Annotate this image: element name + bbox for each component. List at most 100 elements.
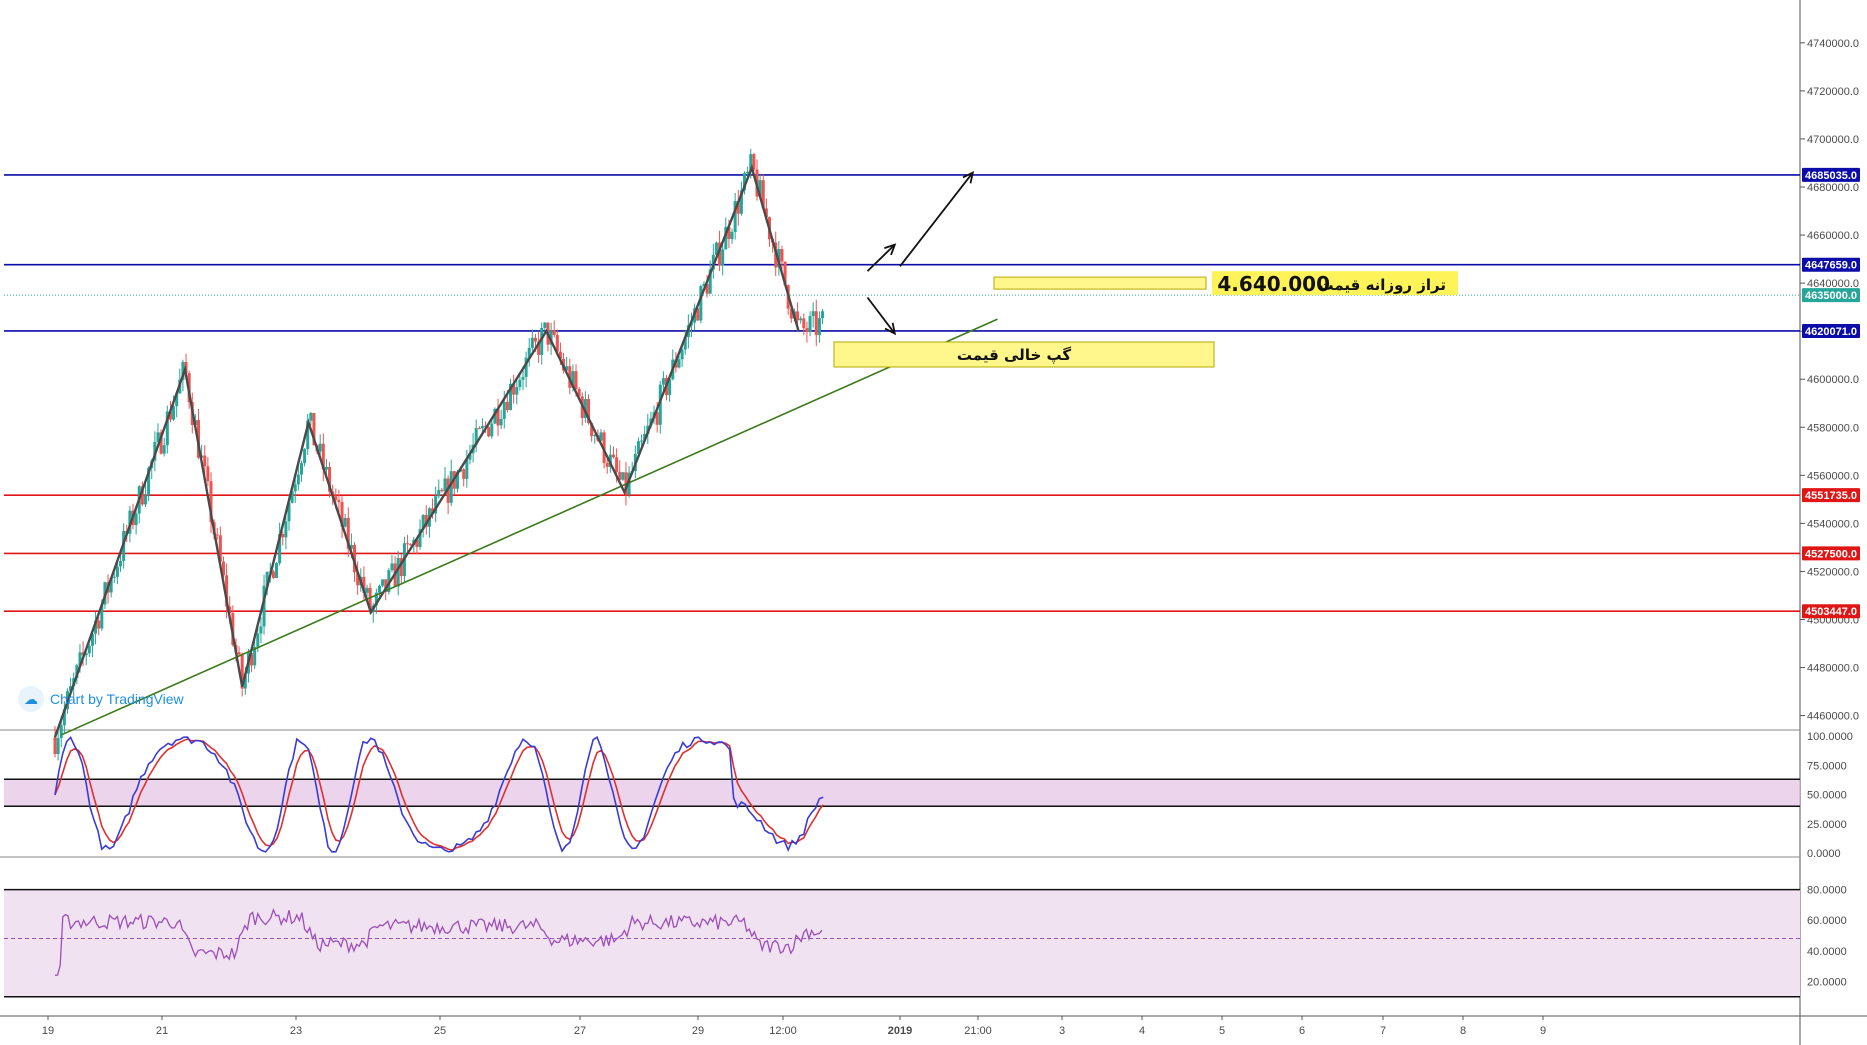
candle-body	[811, 311, 815, 317]
candle-body	[147, 468, 151, 496]
tradingview-cloud-icon: ☁	[18, 686, 44, 712]
candle-body	[805, 328, 809, 332]
candle-body	[75, 665, 79, 679]
candle-body	[761, 180, 765, 209]
candle-body	[225, 575, 229, 607]
projection-arrow[interactable]	[866, 296, 896, 335]
level-badge-label: 4551735.0	[1805, 490, 1857, 502]
stochastic-k-line	[54, 735, 824, 853]
candle-body	[440, 489, 444, 492]
candle-body	[90, 633, 94, 646]
candle-body	[265, 571, 269, 586]
candle-body	[97, 620, 101, 629]
candle-body	[480, 425, 484, 429]
candle-body	[296, 474, 300, 485]
level-badge	[1802, 546, 1860, 561]
candle-body	[668, 379, 672, 396]
candle-body	[250, 653, 254, 666]
time-tick-label: 27	[574, 1025, 586, 1037]
stochastic-band	[4, 779, 1800, 807]
projection-arrow[interactable]	[899, 172, 974, 267]
candle-body	[337, 499, 341, 503]
level-badge-label: 4620071.0	[1805, 326, 1857, 338]
zigzag-pattern[interactable]	[53, 164, 800, 738]
time-tick-label: 21:00	[964, 1025, 992, 1037]
level-badge	[1802, 167, 1860, 182]
rsi-tick-label: 40.0000	[1807, 946, 1847, 958]
candle-body	[156, 432, 160, 442]
candle-body	[799, 318, 803, 321]
candle-body	[590, 423, 594, 437]
candle-body	[512, 383, 516, 395]
candle-body	[699, 286, 703, 321]
time-tick-label: 2019	[888, 1025, 912, 1037]
candle-body	[661, 378, 665, 385]
candle-body	[306, 420, 310, 450]
time-tick-label: 23	[290, 1025, 302, 1037]
level-badge-label: 4685035.0	[1805, 170, 1857, 182]
trend-line[interactable]	[61, 318, 998, 736]
tradingview-watermark: ☁ Chart by TradingView	[18, 686, 184, 712]
candle-body	[621, 472, 625, 480]
candle-body	[555, 334, 559, 352]
candle-body	[356, 572, 360, 586]
projection-arrow[interactable]	[866, 244, 896, 272]
candle-body	[796, 311, 800, 321]
candle-body	[655, 412, 659, 425]
candle-body	[455, 471, 459, 489]
rsi-line	[54, 907, 823, 976]
candle-body	[780, 249, 784, 262]
candle-body	[293, 484, 297, 492]
candle-body	[496, 408, 500, 426]
level-badge	[1802, 257, 1860, 272]
candle-body	[299, 463, 303, 475]
price-tick-label: 4740000.0	[1807, 38, 1859, 50]
candle-body	[571, 371, 575, 388]
price-level-zone[interactable]	[993, 276, 1207, 290]
candle-body	[399, 558, 403, 577]
candle-body	[530, 337, 534, 348]
level-badge-label: 4647659.0	[1805, 260, 1857, 272]
candle-body	[802, 318, 806, 329]
candle-body	[69, 686, 73, 692]
stochastic-tick-label: 50.0000	[1807, 790, 1847, 802]
candle-body	[343, 517, 347, 527]
candle-body	[736, 201, 740, 214]
time-tick-label: 6	[1299, 1025, 1305, 1037]
price-gap-zone[interactable]	[833, 341, 1215, 368]
candle-body	[746, 171, 750, 174]
candle-body	[84, 653, 88, 656]
candle-body	[387, 570, 391, 592]
candle-body	[56, 738, 60, 755]
candle-body	[658, 384, 662, 425]
candle-body	[362, 576, 366, 593]
candle-body	[518, 379, 522, 388]
level-badge-label: 4503447.0	[1805, 606, 1857, 618]
candle-body	[424, 514, 428, 527]
candle-body	[256, 633, 260, 648]
candle-body	[78, 652, 82, 666]
candle-body	[443, 478, 447, 492]
candle-body	[683, 337, 687, 350]
candle-body	[515, 387, 519, 395]
candle-body	[714, 242, 718, 255]
candle-body	[262, 585, 266, 627]
candle-body	[640, 440, 644, 442]
candle-body	[783, 261, 787, 286]
price-level-annotation-number: 4.640.000	[1217, 272, 1330, 296]
candle-body	[593, 435, 597, 437]
candle-body	[627, 472, 631, 495]
price-tick-label: 4460000.0	[1807, 711, 1859, 723]
candle-body	[349, 544, 353, 549]
candle-body	[493, 408, 497, 424]
price-tick-label: 4660000.0	[1807, 230, 1859, 242]
candle-body	[159, 432, 163, 454]
projection-arrow-head	[962, 170, 975, 184]
level-badge	[1802, 488, 1860, 503]
stochastic-tick-label: 100.0000	[1807, 731, 1853, 743]
candle-body	[711, 254, 715, 270]
candle-body	[312, 412, 316, 446]
candle-body	[406, 543, 410, 545]
